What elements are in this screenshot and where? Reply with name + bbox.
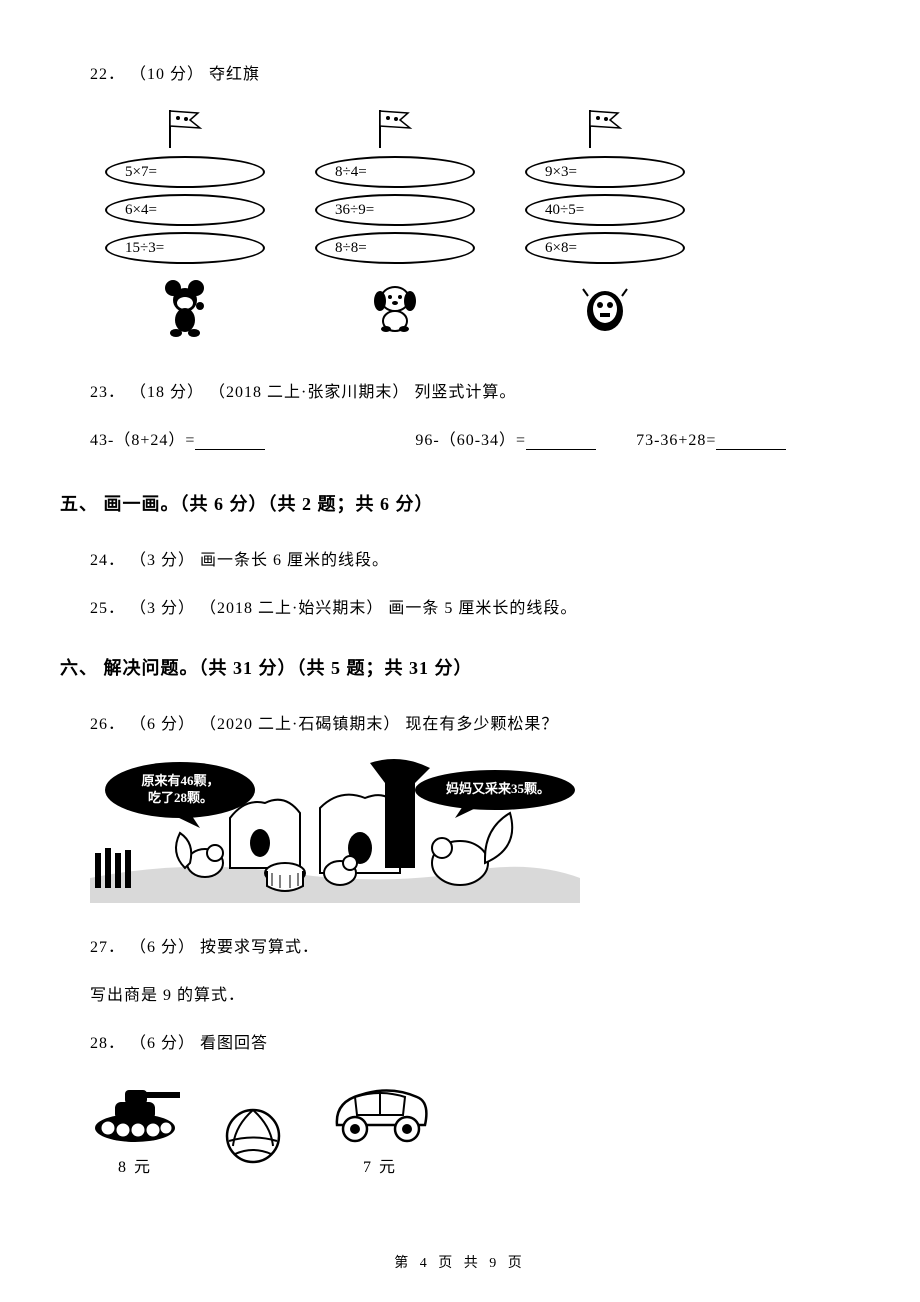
q23-points: （18 分） [130,384,204,401]
q23-number: 23． [90,384,125,401]
item-price: 7 元 [363,1153,397,1177]
item-tank: 8 元 [90,1077,180,1177]
item-ball [220,1101,285,1177]
flag-race-diagram: 5×7= 6×4= 15÷3= 8÷4= 36÷9= 8÷8= 9×3= 40÷… [100,108,850,338]
math-oval: 36÷9= [315,194,475,226]
q23-title: 列竖式计算。 [414,384,516,401]
q26-heading: 26． （6 分） （2020 二上·石碣镇期末） 现在有多少颗松果？ [90,710,850,734]
q25-points: （3 分） [130,600,195,617]
flag-icon [370,108,420,148]
q28-points: （6 分） [130,1035,195,1052]
q22-number: 22． [90,66,125,83]
robot-character-icon [575,278,635,338]
flag-column-1: 5×7= 6×4= 15÷3= [100,108,270,338]
q22-points: （10 分） [130,66,204,83]
math-oval: 6×4= [105,194,265,226]
math-oval: 15÷3= [105,232,265,264]
q24-number: 24． [90,552,125,569]
q27-number: 27． [90,939,125,956]
q26-source: （2020 二上·石碣镇期末） [200,716,400,733]
item-car: 7 元 [325,1077,435,1177]
section6-heading: 六、 解决问题。（共 31 分）（共 5 题；共 31 分） [60,654,850,680]
q24-points: （3 分） [130,552,195,569]
math-oval: 6×8= [525,232,685,264]
squirrel-illustration: 原来有46颗， 吃了28颗。 妈妈又采来35颗。 [90,758,580,903]
speech-bubble-1: 原来有46颗， 吃了28颗。 [118,773,243,807]
q28-heading: 28． （6 分） 看图回答 [90,1029,850,1053]
q23-eq1: 43-（8+24）= [90,432,195,449]
math-oval: 5×7= [105,156,265,188]
q23-heading: 23． （18 分） （2018 二上·张家川期末） 列竖式计算。 [90,378,850,402]
q23-source: （2018 二上·张家川期末） [209,384,409,401]
flag-column-2: 8÷4= 36÷9= 8÷8= [310,108,480,338]
dog-character-icon [365,278,425,338]
math-oval: 40÷5= [525,194,685,226]
flag-icon [160,108,210,148]
q25-source: （2018 二上·始兴期末） [200,600,383,617]
q27-points: （6 分） [130,939,195,956]
q25-title: 画一条 5 厘米长的线段。 [388,600,577,617]
q26-points: （6 分） [130,716,195,733]
math-oval: 8÷8= [315,232,475,264]
car-icon [325,1077,435,1147]
volleyball-icon [220,1101,285,1171]
q27-heading: 27． （6 分） 按要求写算式． [90,933,850,957]
answer-blank [716,434,786,450]
math-oval: 9×3= [525,156,685,188]
q22-heading: 22． （10 分） 夺红旗 [90,60,850,84]
q26-number: 26． [90,716,125,733]
q26-title: 现在有多少颗松果？ [405,716,558,733]
q27-title: 按要求写算式． [200,939,319,956]
flag-column-3: 9×3= 40÷5= 6×8= [520,108,690,338]
q28-title: 看图回答 [200,1035,268,1052]
q23-eq3: 73-36+28= [636,432,716,449]
answer-blank [195,434,265,450]
q28-number: 28． [90,1035,125,1052]
q23-equations: 43-（8+24）= 96-（60-34）= 73-36+28= [90,426,850,450]
page-footer: 第 4 页 共 9 页 [0,1252,920,1272]
q25-number: 25． [90,600,125,617]
q24-title: 画一条长 6 厘米的线段。 [200,552,389,569]
tank-icon [90,1077,180,1147]
answer-blank [526,434,596,450]
flag-icon [580,108,630,148]
q22-title: 夺红旗 [209,66,260,83]
mickey-character-icon [155,278,215,338]
q25-heading: 25． （3 分） （2018 二上·始兴期末） 画一条 5 厘米长的线段。 [90,594,850,618]
item-price: 8 元 [118,1153,152,1177]
q23-eq2: 96-（60-34）= [415,432,526,449]
section5-heading: 五、 画一画。（共 6 分）（共 2 题；共 6 分） [60,490,850,516]
speech-bubble-2: 妈妈又采来35颗。 [428,781,568,798]
items-row: 8 元 7 元 [90,1077,850,1177]
q24-heading: 24． （3 分） 画一条长 6 厘米的线段。 [90,546,850,570]
q27-subtext: 写出商是 9 的算式． [90,981,850,1005]
math-oval: 8÷4= [315,156,475,188]
